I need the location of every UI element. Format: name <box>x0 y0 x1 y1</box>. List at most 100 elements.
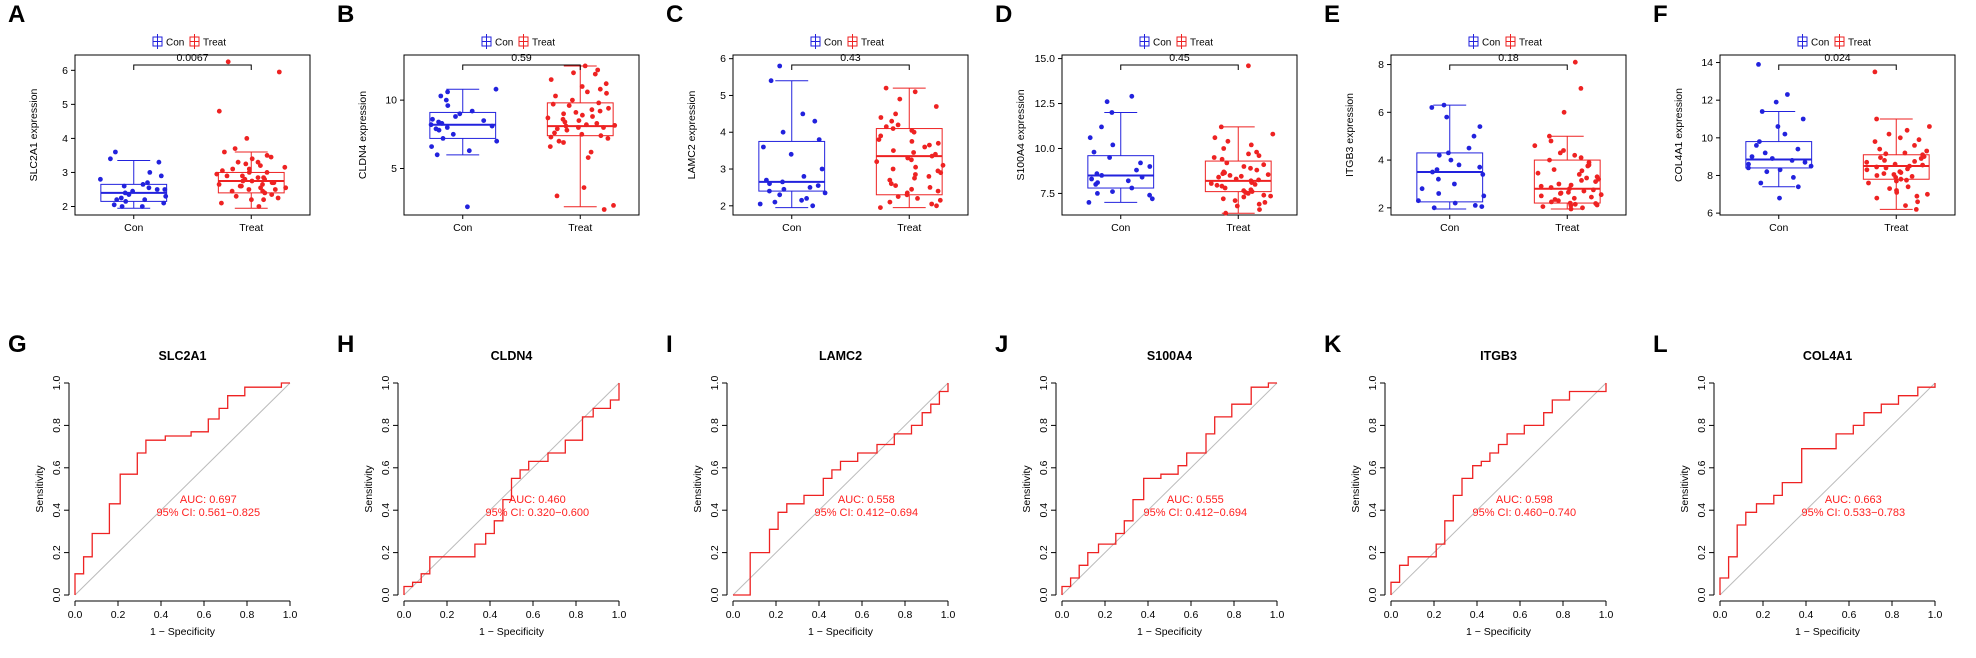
data-point <box>232 146 238 152</box>
data-point <box>1581 188 1587 194</box>
data-point <box>1246 151 1251 157</box>
data-point <box>1746 165 1751 171</box>
y-tick-label: 4 <box>720 127 726 139</box>
data-point <box>815 183 821 189</box>
panel-letter: A <box>8 1 25 28</box>
data-point <box>1789 158 1795 163</box>
y-tick-label: 0.4 <box>1367 503 1379 518</box>
data-point <box>554 126 560 132</box>
data-point <box>1532 143 1538 149</box>
data-point <box>1547 157 1552 163</box>
x-tick-label: 0.2 <box>769 609 784 621</box>
panel-g: G SLC2A1 0.0 0.0 0.2 0.2 0.4 0.4 0.6 0.6 0.8 0.8 1.0… <box>8 331 297 638</box>
data-point <box>1256 177 1261 183</box>
data-point <box>545 115 551 121</box>
data-point <box>912 175 917 181</box>
y-tick-label: 0.4 <box>380 503 392 518</box>
data-point <box>883 124 889 130</box>
data-point <box>1234 203 1240 209</box>
panel-letter: H <box>337 331 354 358</box>
y-axis-label: Sensitivity <box>1021 465 1033 513</box>
data-point <box>1211 155 1217 160</box>
y-tick-label: 0.6 <box>709 460 721 475</box>
data-point <box>1419 186 1425 192</box>
data-point <box>1256 153 1262 159</box>
data-point <box>123 199 129 204</box>
data-point <box>246 166 252 172</box>
data-point <box>142 197 148 203</box>
data-point <box>563 123 569 129</box>
data-point <box>1872 139 1878 145</box>
auc-label: AUC: 0.663 <box>1825 494 1882 506</box>
x-tick-label: 1.0 <box>1599 609 1614 621</box>
data-point <box>1795 146 1801 152</box>
data-point <box>1248 187 1254 193</box>
data-point <box>1436 152 1442 158</box>
x-tick-label: 0.2 <box>1427 609 1442 621</box>
y-tick-label: 0.0 <box>1038 588 1050 603</box>
data-point <box>1898 176 1904 182</box>
data-point <box>1775 124 1781 129</box>
panel-letter: C <box>666 1 683 28</box>
data-point <box>927 142 932 148</box>
data-point <box>1759 109 1765 114</box>
data-point <box>434 152 440 158</box>
y-tick-label: 0.8 <box>51 418 63 433</box>
data-point <box>581 185 587 191</box>
roc-curve <box>733 383 949 596</box>
y-tick-label: 0.4 <box>1696 503 1708 518</box>
box-treat <box>1862 69 1932 212</box>
data-point <box>606 105 611 111</box>
data-point <box>1883 151 1889 157</box>
auc-label: AUC: 0.460 <box>509 494 566 506</box>
data-point <box>799 197 804 203</box>
data-point <box>1436 191 1442 196</box>
data-point <box>249 197 254 203</box>
x-tick-label: 0.0 <box>1384 609 1399 621</box>
data-point <box>1110 189 1115 195</box>
significance-bracket <box>1120 64 1239 70</box>
data-point <box>1094 171 1100 177</box>
data-point <box>1572 59 1578 65</box>
data-point <box>1441 102 1447 108</box>
x-tick-label: Con <box>1769 222 1788 234</box>
box-treat <box>545 63 618 212</box>
significance-bracket <box>462 64 581 70</box>
data-point <box>1568 206 1574 212</box>
legend-entry-treat: Treat <box>1176 34 1213 49</box>
legend-label: Con <box>495 38 513 49</box>
data-point <box>1578 86 1584 91</box>
data-point <box>913 164 918 170</box>
data-point <box>611 203 616 208</box>
data-point <box>1866 180 1871 186</box>
data-point <box>1566 189 1571 195</box>
legend-entry-treat: Treat <box>847 34 884 49</box>
panel-letter: L <box>1653 331 1668 358</box>
x-axis-label: 1 − Specificity <box>1466 626 1532 638</box>
data-point <box>816 137 822 143</box>
data-point <box>915 196 920 201</box>
data-point <box>1909 174 1915 179</box>
data-point <box>890 166 896 172</box>
data-point <box>561 140 566 145</box>
data-point <box>893 183 898 189</box>
significance-bracket <box>791 64 910 70</box>
legend-label: Treat <box>203 38 226 49</box>
x-tick-label: Treat <box>1555 222 1579 234</box>
data-point <box>1224 160 1230 166</box>
x-tick-label: Treat <box>1226 222 1250 234</box>
legend-label: Treat <box>532 38 555 49</box>
data-point <box>1219 156 1225 162</box>
data-point <box>1257 207 1262 213</box>
legend-label: Con <box>1811 38 1829 49</box>
data-point <box>1444 114 1450 120</box>
data-point <box>904 190 910 196</box>
data-point <box>444 125 450 130</box>
ci-label: 95% CI: 0.320−0.600 <box>485 507 589 519</box>
y-axis-label: COL4A1 expression <box>1673 88 1685 182</box>
y-axis-label: Sensitivity <box>363 465 375 513</box>
panel-a: A 2 3 4 5 6 SLC2A1 expression Con Treat 0.0067 Con… <box>8 1 311 234</box>
data-point <box>1576 172 1582 177</box>
legend-entry-con: Con <box>1797 34 1829 49</box>
data-point <box>1882 158 1887 163</box>
